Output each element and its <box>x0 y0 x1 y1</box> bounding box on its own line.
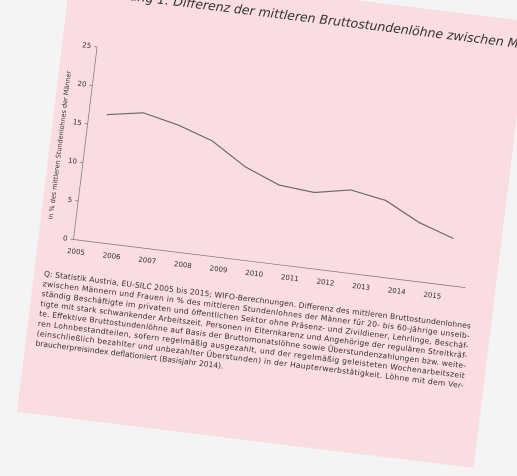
x-tick-label: 2007 <box>138 256 157 266</box>
y-tick-label: 15 <box>72 118 82 127</box>
x-tick-label: 2011 <box>280 273 299 283</box>
x-tick-label: 2006 <box>102 251 121 261</box>
y-tick-label: 20 <box>77 80 87 89</box>
y-axis <box>73 46 98 240</box>
x-tick-label: 2005 <box>67 247 86 257</box>
x-tick-label: 2009 <box>209 264 228 274</box>
x-axis <box>73 239 466 289</box>
x-tick-label: 2014 <box>387 286 406 296</box>
y-tick-label: 5 <box>67 196 72 204</box>
paper: Abbildung 1: Differenz der mittleren Bru… <box>17 0 517 468</box>
x-tick-label: 2008 <box>174 260 193 270</box>
y-tick-label: 25 <box>82 41 92 50</box>
x-tick-label: 2010 <box>245 269 264 279</box>
paper-sheet <box>17 0 517 468</box>
data-line <box>106 112 454 240</box>
x-tick-label: 2013 <box>352 282 371 292</box>
y-tick-label: 0 <box>63 234 68 242</box>
x-tick-label: 2015 <box>423 291 442 301</box>
y-tick-label: 10 <box>68 157 78 166</box>
x-tick-label: 2012 <box>316 277 335 287</box>
